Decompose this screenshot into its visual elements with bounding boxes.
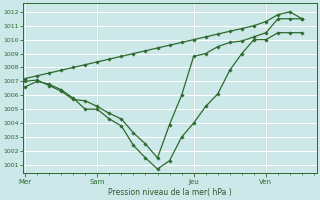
X-axis label: Pression niveau de la mer( hPa ): Pression niveau de la mer( hPa ) (108, 188, 231, 197)
